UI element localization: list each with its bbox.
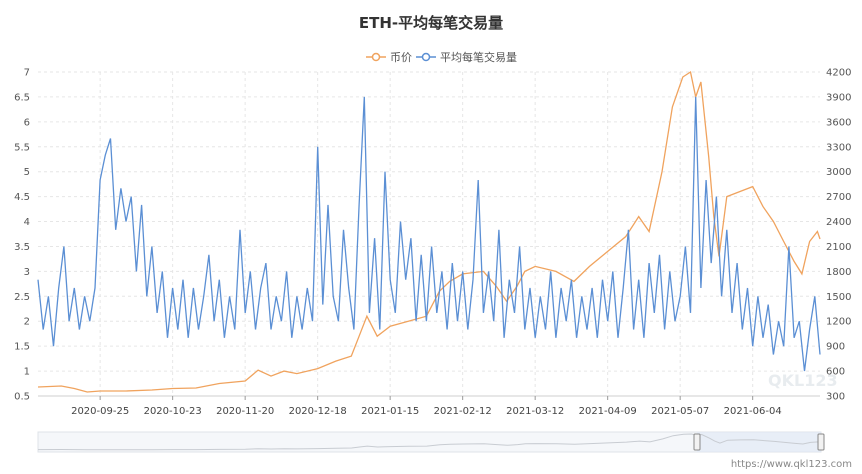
y-left-tick-label: 4.5: [14, 192, 30, 203]
y-axis-left: 0.5 1 1.5 2 2.5 3 3.5 4 4.5 5 5.5 6 6.5 7: [14, 68, 30, 403]
y-right-tick-label: 2400: [826, 217, 851, 228]
y-right-tick-label: 1500: [826, 292, 851, 303]
y-left-tick-label: 7: [24, 68, 30, 79]
y-left-tick-label: 6.5: [14, 92, 30, 103]
data-zoom-slider[interactable]: [37, 431, 825, 453]
grid: [38, 71, 820, 397]
y-left-tick-label: 5.5: [14, 142, 30, 153]
y-left-tick-label: 0.5: [14, 392, 30, 403]
y-left-tick-label: 5: [24, 167, 30, 178]
x-axis: 2020-09-25 2020-10-23 2020-11-20 2020-12-18…: [71, 396, 782, 417]
legend-item-price[interactable]: 币价: [366, 51, 412, 64]
y-right-tick-label: 900: [826, 342, 845, 353]
y-right-tick-label: 3900: [826, 92, 851, 103]
legend-price-marker: [371, 52, 381, 62]
x-tick-label: 2021-04-09: [579, 406, 637, 417]
y-left-tick-label: 2: [24, 317, 30, 328]
y-left-tick-label: 3: [24, 267, 30, 278]
zoom-selected-range[interactable]: [697, 432, 821, 452]
x-tick-label: 2020-12-18: [289, 406, 347, 417]
y-left-tick-label: 6: [24, 117, 30, 128]
legend-price-label: 币价: [390, 51, 412, 64]
y-left-tick-label: 1: [24, 367, 30, 378]
y-right-tick-label: 4200: [826, 68, 851, 79]
x-tick-label: 2021-01-15: [361, 406, 419, 417]
y-left-tick-label: 3.5: [14, 242, 30, 253]
y-right-tick-label: 2700: [826, 192, 851, 203]
zoom-preview-line: [37, 433, 822, 451]
y-right-tick-label: 1800: [826, 267, 851, 278]
chart-title: ETH-平均每笔交易量: [359, 14, 503, 32]
x-tick-label: 2021-02-12: [434, 406, 492, 417]
y-left-tick-label: 4: [24, 217, 30, 228]
y-left-tick-label: 2.5: [14, 292, 30, 303]
legend-volume-label: 平均每笔交易量: [440, 50, 517, 64]
watermark: QKL123: [768, 371, 838, 390]
x-tick-label: 2021-03-12: [506, 406, 564, 417]
y-right-tick-label: 1200: [826, 317, 851, 328]
x-tick-label: 2020-11-20: [216, 406, 274, 417]
zoom-handle-left[interactable]: [693, 433, 701, 451]
y-right-tick-label: 600: [826, 367, 845, 378]
y-right-tick-label: 3600: [826, 117, 851, 128]
y-right-tick-label: 3300: [826, 142, 851, 153]
y-axis-right: 300 600 900 1200 1500 1800 2100 2400 2700 3000 330…: [826, 68, 851, 403]
x-tick-label: 2021-05-07: [651, 406, 709, 417]
x-tick-label: 2020-10-23: [144, 406, 202, 417]
series-price-line: [37, 70, 821, 393]
y-right-tick-label: 3000: [826, 167, 851, 178]
y-right-tick-label: 2100: [826, 242, 851, 253]
legend-volume-marker: [421, 52, 431, 62]
zoom-handle-right[interactable]: [817, 433, 825, 451]
x-tick-label: 2020-09-25: [71, 406, 129, 417]
series-volume-line: [37, 96, 821, 372]
y-left-tick-label: 1.5: [14, 342, 30, 353]
legend[interactable]: 币价 平均每笔交易量: [366, 50, 517, 64]
legend-item-volume[interactable]: 平均每笔交易量: [416, 50, 517, 64]
footer-url[interactable]: https://www.qkl123.com: [730, 459, 852, 470]
y-right-tick-label: 300: [826, 392, 845, 403]
x-tick-label: 2021-06-04: [724, 406, 782, 417]
